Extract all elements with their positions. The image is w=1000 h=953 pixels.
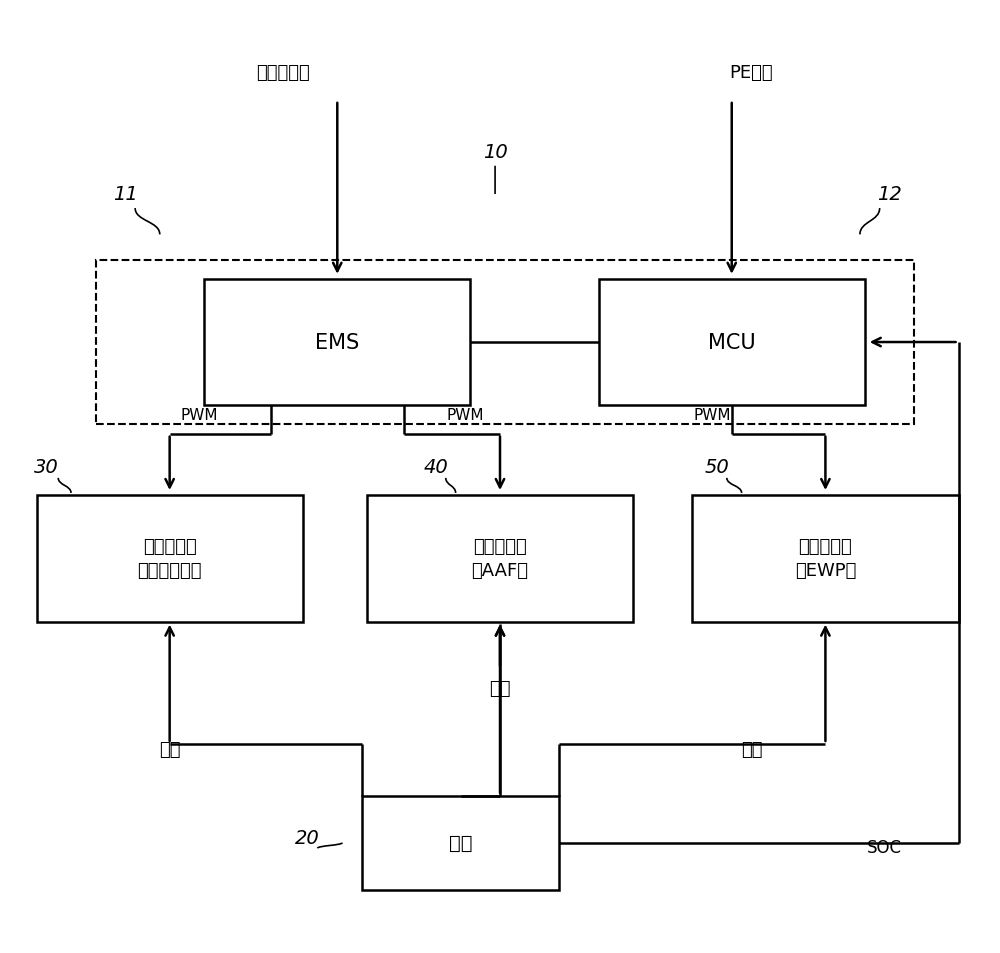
Text: 第二电动机
（AAF）: 第二电动机 （AAF） [472,537,528,579]
Text: 40: 40 [424,457,448,476]
Text: 电力: 电力 [489,679,511,697]
Text: PWM: PWM [447,408,484,423]
Text: PWM: PWM [693,408,731,423]
Text: 20: 20 [295,828,320,847]
Text: 冷却剂温度: 冷却剂温度 [256,64,310,82]
Bar [599,279,865,406]
Text: 第三电动机
（EWP）: 第三电动机 （EWP） [795,537,856,579]
Text: PWM: PWM [180,408,218,423]
Text: SOC: SOC [867,839,902,857]
Bar [204,279,470,406]
Bar [692,496,959,622]
Text: 11: 11 [113,185,138,204]
Text: 电力: 电力 [741,740,762,758]
Bar [367,496,633,622]
Text: 电力: 电力 [159,740,180,758]
Text: PE温度: PE温度 [730,64,773,82]
Text: 12: 12 [877,185,902,204]
Bar [96,260,914,425]
Text: EMS: EMS [315,333,359,353]
Text: 10: 10 [483,143,507,162]
Text: 50: 50 [705,457,729,476]
Bar [362,796,559,890]
Text: 第一电动机
（冷却风扇）: 第一电动机 （冷却风扇） [137,537,202,579]
Text: 电池: 电池 [449,833,472,852]
Text: MCU: MCU [708,333,756,353]
Bar [37,496,303,622]
Text: 30: 30 [34,457,59,476]
